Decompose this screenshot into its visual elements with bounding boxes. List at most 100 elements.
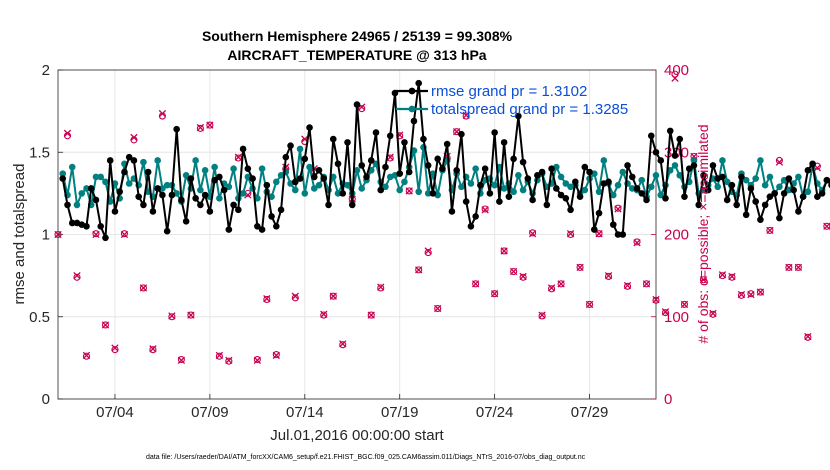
rmse-point: [657, 157, 665, 164]
rmse-point: [524, 175, 532, 182]
obs-assimilated-point: [490, 290, 499, 298]
totalspread-point: [68, 163, 76, 171]
rmse-point: [534, 171, 541, 179]
obs-possible-point: [434, 304, 442, 313]
obs-assimilated-point: [633, 239, 641, 247]
obs-assimilated-point: [120, 230, 129, 239]
rmse-point: [239, 145, 247, 153]
totalspread-point: [795, 173, 802, 181]
rmse-point: [111, 208, 119, 215]
y2-axis-label: # of obs: o=possible; ×=assimilated: [695, 124, 711, 343]
rmse-point: [481, 165, 489, 172]
rmse-point: [315, 167, 323, 174]
rmse-point: [685, 165, 693, 172]
x-tick-label: 07/29: [571, 404, 609, 421]
rmse-point: [496, 198, 503, 205]
obs-possible-point: [652, 296, 660, 304]
x-tick-label: 07/19: [381, 404, 419, 421]
rmse-point: [192, 195, 199, 202]
obs-possible-point: [567, 230, 575, 239]
rmse-point: [68, 219, 76, 227]
obs-possible-point: [234, 154, 242, 162]
obs-assimilated-point: [661, 308, 670, 316]
rmse-point: [666, 127, 674, 135]
totalspread-point: [401, 178, 408, 186]
obs-possible-point: [111, 346, 119, 354]
obs-assimilated-point: [709, 309, 717, 318]
obs-assimilated-point: [434, 304, 442, 313]
obs-possible-point: [101, 321, 110, 329]
obs-possible-point: [633, 238, 641, 246]
obs-possible-point: [766, 226, 774, 234]
totalspread-point: [97, 173, 105, 181]
obs-possible-point: [263, 295, 271, 304]
obs-possible-point: [794, 263, 802, 271]
totalspread-point: [102, 178, 109, 186]
rmse-point: [301, 155, 309, 163]
rmse-point: [510, 155, 517, 163]
totalspread-point: [73, 201, 81, 209]
obs-assimilated-point: [642, 280, 651, 288]
obs-possible-point: [586, 300, 594, 308]
totalspread-point: [334, 190, 342, 197]
rmse-point: [420, 135, 427, 143]
totalspread-point: [690, 157, 698, 164]
totalspread-point: [766, 173, 774, 181]
obs-assimilated-point: [263, 294, 271, 303]
obs-assimilated-point: [500, 247, 508, 255]
rmse-point: [401, 139, 408, 146]
obs-possible-point: [519, 273, 527, 281]
obs-possible-point: [576, 263, 584, 271]
rmse-point: [605, 178, 612, 186]
rmse-point: [761, 201, 769, 209]
rmse-point: [348, 201, 356, 209]
obs-assimilated-point: [225, 356, 233, 365]
rmse-point: [102, 234, 109, 242]
rmse-point: [633, 185, 641, 192]
rmse-point: [671, 152, 679, 159]
rmse-point: [562, 195, 570, 202]
obs-possible-point: [206, 121, 214, 129]
rmse-point: [439, 165, 446, 172]
rmse-point: [628, 173, 636, 181]
rmse-point: [230, 201, 237, 209]
totalspread-point: [581, 186, 589, 194]
obs-assimilated-point: [101, 321, 110, 329]
totalspread-point: [719, 157, 726, 164]
obs-assimilated-point: [158, 109, 167, 118]
obs-possible-point: [424, 249, 432, 257]
rmse-point: [434, 155, 441, 163]
rmse-point: [486, 190, 494, 197]
obs-possible-point: [177, 355, 185, 364]
rmse-point: [220, 186, 228, 194]
obs-possible-point: [168, 313, 176, 321]
totalspread-point: [776, 183, 783, 191]
chart-title: Southern Hemisphere 24965 / 25139 = 99.3…: [202, 28, 513, 44]
rmse-series: [59, 79, 830, 242]
rmse-point: [87, 185, 95, 192]
obs-possible-point: [405, 187, 413, 195]
rmse-point: [448, 208, 456, 215]
rmse-point: [182, 218, 190, 225]
obs-assimilated-point: [139, 284, 148, 292]
rmse-point: [334, 160, 342, 168]
obs-assimilated-point: [614, 205, 622, 213]
totalspread-point: [657, 191, 665, 199]
rmse-point: [548, 165, 555, 172]
obs-possible-point: [557, 280, 565, 288]
rmse-point: [553, 185, 560, 192]
rmse-point: [704, 186, 712, 194]
totalspread-point: [182, 171, 190, 179]
rmse-point: [695, 201, 703, 209]
obs-assimilated-point: [576, 263, 584, 272]
rmse-point: [415, 79, 422, 87]
obs-assimilated-point: [92, 230, 100, 239]
rmse-point: [173, 125, 180, 133]
totalspread-point: [666, 167, 674, 174]
obs-assimilated-point: [509, 267, 518, 276]
rmse-point: [543, 201, 551, 209]
obs-assimilated-point: [680, 300, 689, 309]
obs-assimilated-point: [168, 312, 176, 320]
rmse-point: [353, 101, 361, 108]
rmse-point: [491, 129, 498, 136]
